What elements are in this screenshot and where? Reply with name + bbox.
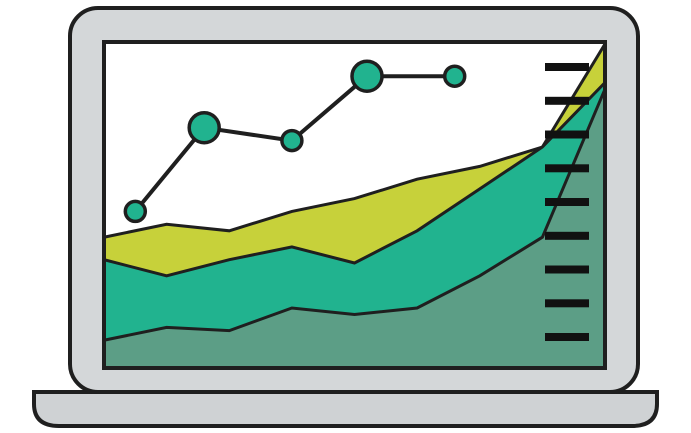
axis-tick: [545, 63, 589, 71]
area-chart-icon: [106, 44, 603, 366]
axis-tick: [545, 231, 589, 240]
data-point-marker: [350, 59, 384, 93]
data-point-marker: [280, 128, 304, 153]
axis-tick: [545, 96, 589, 105]
line-chart-icon: [123, 59, 467, 224]
axis-ticks: [545, 63, 589, 341]
area-series-bottom: [106, 89, 603, 366]
laptop-base: [32, 390, 659, 428]
screen-border: [102, 40, 607, 370]
axis-tick: [545, 164, 589, 173]
data-point-marker: [187, 110, 221, 145]
axis-tick: [545, 265, 589, 274]
data-point-marker: [123, 199, 148, 224]
axis-tick: [545, 333, 589, 341]
data-point-marker: [442, 64, 467, 88]
axis-tick: [545, 299, 589, 308]
axis-tick: [545, 130, 589, 139]
axis-tick: [545, 198, 589, 206]
